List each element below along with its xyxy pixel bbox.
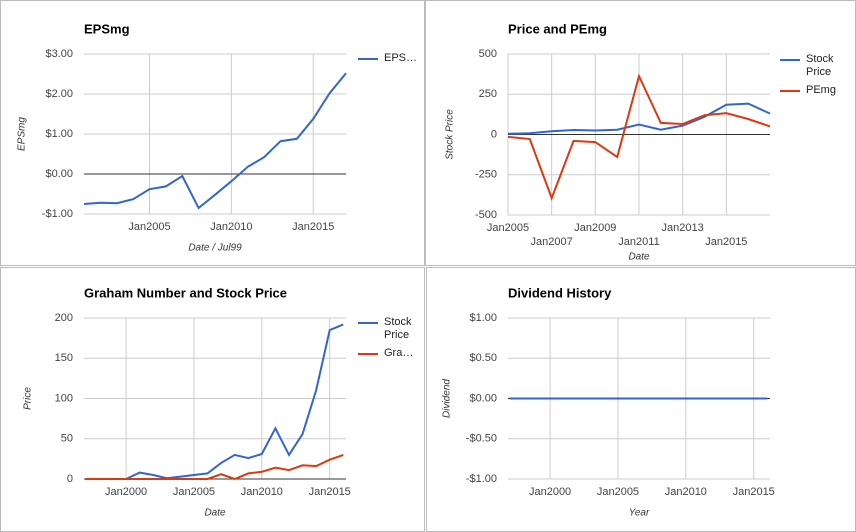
series-line xyxy=(507,73,771,201)
x-tick-label: Jan2009 xyxy=(574,222,616,234)
legend-label: EPS… xyxy=(384,52,418,64)
y-tick-label: 0 xyxy=(67,473,73,485)
y-tick-label: 0 xyxy=(491,128,497,140)
legend-label: Stock Price xyxy=(384,316,412,341)
y-tick-label: 150 xyxy=(55,352,73,364)
series-line xyxy=(85,453,344,481)
chart-title: Price and PEmg xyxy=(508,21,607,36)
series-line xyxy=(83,72,347,210)
y-axis-title: Price xyxy=(23,387,34,410)
panel-frame xyxy=(0,0,425,266)
y-tick-label: -$0.50 xyxy=(466,433,497,445)
y-tick-label: -$1.00 xyxy=(466,473,497,485)
y-tick-label: $1.00 xyxy=(469,312,497,324)
x-axis-title: Date xyxy=(204,508,226,519)
y-tick-label: 50 xyxy=(61,433,73,445)
y-axis-title: Dividend xyxy=(442,379,453,418)
y-axis-title: Stock Price xyxy=(445,109,456,160)
y-tick-label: -250 xyxy=(475,169,497,181)
y-tick-label: $1.00 xyxy=(45,128,73,140)
legend-label: Gra… xyxy=(384,347,414,359)
x-tick-label: Jan2007 xyxy=(531,236,573,248)
y-tick-label: 200 xyxy=(55,312,73,324)
x-tick-label: Jan2000 xyxy=(105,486,147,498)
x-tick-label: Jan2010 xyxy=(241,486,283,498)
x-tick-label: Jan2010 xyxy=(210,221,252,233)
chart-title: EPSmg xyxy=(84,21,130,36)
legend-label: PEmg xyxy=(806,84,836,96)
y-tick-label: 250 xyxy=(479,88,497,100)
x-axis-title: Date xyxy=(628,252,650,263)
x-axis-title: Date / Jul99 xyxy=(188,243,242,254)
legend-entry: PEmg xyxy=(806,84,836,96)
y-tick-label: $0.00 xyxy=(469,392,497,404)
x-tick-label: Jan2015 xyxy=(292,221,334,233)
legend-entry: EPS… xyxy=(384,52,418,64)
x-axis-title: Year xyxy=(629,508,650,519)
y-axis-title: EPSmg xyxy=(17,117,28,151)
x-tick-label: Jan2015 xyxy=(733,486,775,498)
legend-entry: Stock Price xyxy=(806,53,834,78)
x-tick-label: Jan2011 xyxy=(618,236,659,248)
chart-title: Dividend History xyxy=(508,285,612,300)
x-tick-label: Jan2015 xyxy=(705,236,747,248)
y-tick-label: 500 xyxy=(479,48,497,60)
chart-title: Graham Number and Stock Price xyxy=(84,285,287,300)
y-tick-label: -$1.00 xyxy=(42,208,73,220)
y-tick-label: 100 xyxy=(55,392,73,404)
x-tick-label: Jan2015 xyxy=(309,486,351,498)
x-tick-label: Jan2013 xyxy=(662,222,704,234)
y-tick-label: -500 xyxy=(475,209,497,221)
y-tick-label: $2.00 xyxy=(45,88,73,100)
x-tick-label: Jan2005 xyxy=(128,221,170,233)
x-tick-label: Jan2010 xyxy=(665,486,707,498)
legend-entry: Stock Price xyxy=(384,316,412,341)
legend-label: Stock Price xyxy=(806,53,834,78)
y-tick-label: $0.00 xyxy=(45,168,73,180)
y-tick-label: $0.50 xyxy=(469,352,497,364)
series-line xyxy=(507,102,771,135)
legend-entry: Gra… xyxy=(384,347,414,359)
y-tick-label: $3.00 xyxy=(45,48,73,60)
series-line xyxy=(85,323,344,480)
x-tick-label: Jan2005 xyxy=(173,486,215,498)
x-tick-label: Jan2000 xyxy=(529,486,571,498)
x-tick-label: Jan2005 xyxy=(597,486,639,498)
x-tick-label: Jan2005 xyxy=(487,222,529,234)
